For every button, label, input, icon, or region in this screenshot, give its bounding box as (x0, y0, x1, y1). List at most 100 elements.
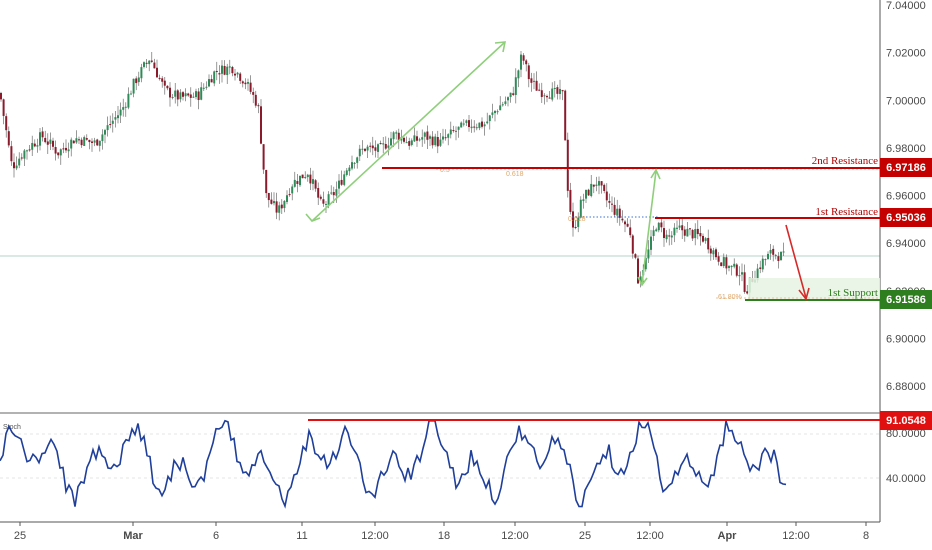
candle-body (457, 126, 460, 130)
candle-body (332, 192, 335, 196)
candle-body (137, 77, 140, 83)
candle-body (782, 251, 785, 253)
candle-body (369, 145, 372, 147)
support-zone-box (748, 278, 880, 300)
candle-body (192, 96, 195, 98)
candle-body (434, 136, 437, 146)
candle-body (533, 80, 535, 82)
candle-body (210, 79, 213, 83)
candle-body (442, 136, 444, 140)
time-tick-label: Mar (123, 530, 143, 542)
candle-body (478, 122, 481, 129)
candle-body (241, 81, 244, 84)
candle-body (44, 137, 47, 143)
candle-body (184, 93, 187, 97)
trend-arrows (305, 41, 810, 301)
candle-body (741, 272, 743, 275)
candle-body (392, 132, 395, 140)
candle-body (709, 248, 712, 254)
candle-body (327, 194, 330, 206)
candle-body (540, 90, 543, 97)
candle-body (421, 137, 424, 140)
candle-body (699, 233, 702, 237)
candle-body (101, 134, 104, 142)
candle-body (514, 77, 517, 95)
candle-body (704, 238, 707, 241)
candle-body (598, 181, 600, 186)
candle-body (767, 253, 769, 260)
fib-label-upper-right: 0.618 (506, 171, 524, 178)
candle-body (364, 148, 366, 151)
candle-body (455, 130, 457, 132)
candle-body (681, 225, 684, 231)
candle-body (156, 67, 158, 78)
candle-body (296, 181, 299, 184)
candle-body (447, 134, 450, 138)
candle-body (96, 139, 99, 146)
candle-body (0, 92, 2, 100)
candle-body (106, 125, 109, 131)
candle-body (65, 147, 67, 151)
candle-body (91, 141, 93, 143)
candle-body (592, 184, 595, 187)
candle-body (41, 131, 44, 138)
candle-body (520, 54, 522, 70)
price-axis: 7.04000 7.02000 7.00000 6.98000 6.96000 6.940… (879, 0, 926, 522)
candle-body (397, 132, 400, 141)
candle-body (62, 148, 65, 150)
stochastic-line (0, 419, 787, 509)
time-tick-label: 25 (14, 530, 26, 542)
candle-body (80, 139, 83, 146)
fib-label-middle: 0.618 (568, 216, 586, 223)
candle-body (377, 144, 379, 152)
oscillator-tick-80: 80.0000 (886, 428, 926, 440)
candle-body (119, 109, 122, 116)
candle-body (353, 162, 356, 164)
candle-body (416, 136, 418, 141)
time-tick-label: 25 (579, 530, 591, 542)
resistance-1: 1st Resistance 6.95036 (655, 206, 932, 227)
candle-body (587, 189, 590, 196)
candle-body (452, 130, 455, 132)
candle-body (629, 227, 632, 236)
candle-body (525, 60, 528, 65)
candle-body (127, 93, 130, 108)
candle-body (650, 236, 652, 250)
candle-body (473, 126, 476, 128)
resistance-2-badge (880, 158, 932, 177)
candle-body (267, 192, 270, 201)
resistance-1-value: 6.95036 (886, 212, 926, 224)
oscillator-label: Stoch (3, 424, 21, 431)
candle-body (715, 249, 717, 258)
candle-body (33, 143, 36, 147)
candle-body (429, 136, 431, 139)
projection-arrow-line (785, 224, 807, 299)
candle-body (257, 105, 260, 107)
candle-body (124, 106, 127, 108)
candle-body (611, 203, 613, 205)
candle-body (31, 142, 34, 150)
candle-body (595, 184, 598, 186)
candle-body (231, 66, 234, 74)
candle-body (470, 126, 473, 129)
time-tick-label: 8 (863, 530, 869, 542)
candle-body (569, 189, 572, 212)
resistance-2-value: 6.97186 (886, 162, 926, 174)
candle-body (179, 92, 182, 100)
candle-body (374, 147, 377, 151)
oscillator-level-value: 91.0548 (886, 415, 926, 427)
candle-body (436, 136, 439, 147)
support-1-value: 6.91586 (886, 294, 926, 306)
candle-body (426, 131, 429, 140)
candle-body (444, 137, 447, 139)
candle-body (501, 104, 504, 106)
candle-body (683, 229, 686, 236)
candle-body (130, 93, 132, 95)
candle-body (351, 162, 353, 169)
candle-body (546, 95, 548, 98)
candle-body (780, 251, 782, 261)
candle-body (689, 228, 691, 230)
oscillator-level-badge (880, 411, 932, 430)
candle-body (166, 85, 169, 89)
candle-body (475, 127, 478, 129)
